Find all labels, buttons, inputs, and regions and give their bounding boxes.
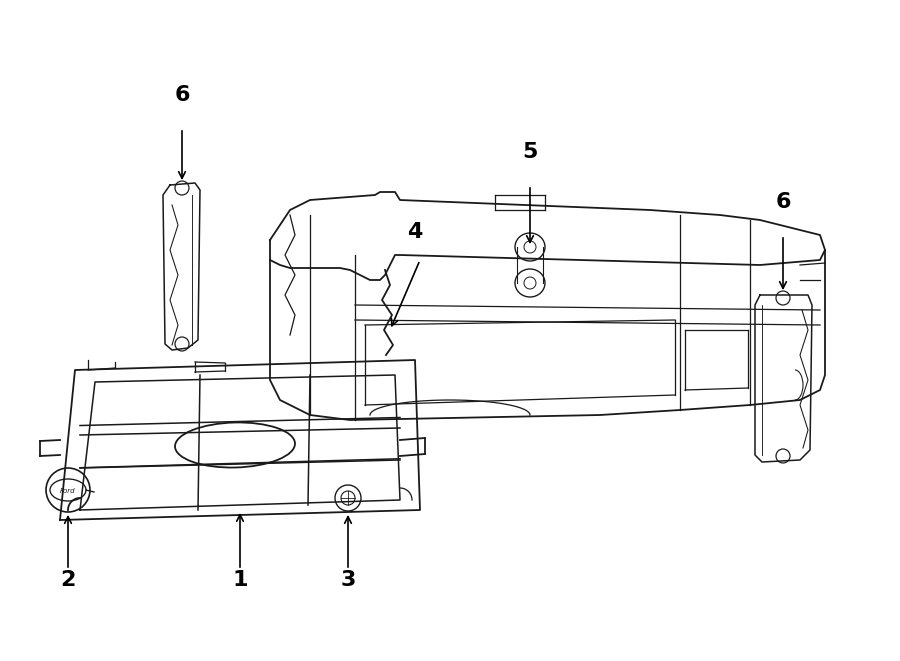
Text: 6: 6	[775, 192, 791, 212]
Text: 2: 2	[60, 570, 76, 590]
Text: 4: 4	[408, 222, 423, 242]
Text: 5: 5	[522, 142, 537, 162]
Text: 3: 3	[340, 570, 356, 590]
Text: 6: 6	[175, 85, 190, 105]
Text: 1: 1	[232, 570, 248, 590]
Text: Ford: Ford	[60, 488, 76, 494]
